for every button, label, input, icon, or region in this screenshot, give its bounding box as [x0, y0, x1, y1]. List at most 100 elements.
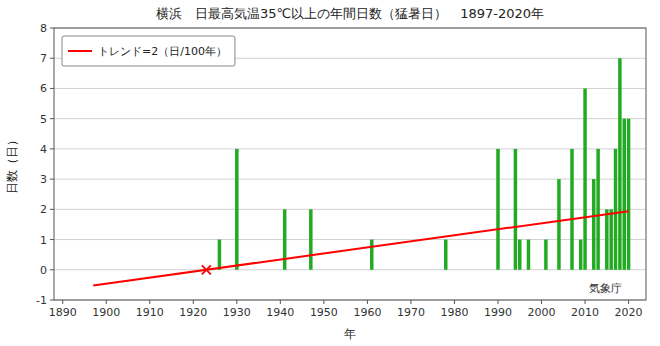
x-tick — [628, 300, 629, 304]
y-tick — [50, 148, 54, 149]
bar — [431, 269, 434, 270]
bar — [244, 269, 247, 270]
bar — [331, 269, 334, 270]
x-tick — [410, 300, 411, 304]
y-tick — [50, 300, 54, 301]
bar — [579, 240, 582, 270]
bar — [557, 179, 560, 270]
legend-swatch — [68, 50, 92, 52]
bar — [492, 269, 495, 270]
bar — [387, 269, 390, 270]
bar — [605, 209, 608, 269]
x-tick-label: 1940 — [266, 306, 294, 319]
x-tick — [62, 300, 63, 304]
x-tick — [454, 300, 455, 304]
bar — [444, 240, 447, 270]
y-tick — [50, 239, 54, 240]
y-tick-label: 6 — [40, 82, 47, 95]
bar — [418, 269, 421, 270]
y-tick — [50, 209, 54, 210]
bar — [313, 269, 316, 270]
bar — [627, 119, 630, 270]
bar — [457, 269, 460, 270]
bar — [305, 269, 308, 270]
bar — [509, 269, 512, 270]
y-tick — [50, 269, 54, 270]
bar — [562, 269, 565, 270]
bar — [357, 269, 360, 270]
bar — [135, 269, 138, 270]
bar — [370, 240, 373, 270]
x-tick-label: 2010 — [571, 306, 599, 319]
chart: 横浜 日最高気温35℃以上の年間日数（猛暑日） 1897-2020年-10123… — [0, 0, 660, 346]
bar — [518, 240, 521, 270]
bar — [165, 269, 168, 270]
page: {"chart_data": { "type": "bar", "title":… — [0, 0, 660, 346]
bar — [544, 240, 547, 270]
bar — [540, 269, 543, 270]
bar — [157, 269, 160, 270]
x-tick-label: 1950 — [310, 306, 338, 319]
bar — [501, 269, 504, 270]
bar — [148, 269, 151, 270]
bar — [596, 149, 599, 270]
bar — [366, 269, 369, 270]
bar — [322, 269, 325, 270]
bar — [292, 269, 295, 270]
bar — [326, 269, 329, 270]
bar — [440, 269, 443, 270]
bar — [483, 269, 486, 270]
bar — [340, 269, 343, 270]
x-tick-label: 2000 — [528, 306, 556, 319]
x-tick-label: 1910 — [136, 306, 164, 319]
bar — [226, 269, 229, 270]
bar — [400, 269, 403, 270]
bar — [505, 269, 508, 270]
bar — [113, 269, 116, 270]
bar — [104, 269, 107, 270]
bar — [422, 269, 425, 270]
x-tick — [149, 300, 150, 304]
bar — [622, 119, 625, 270]
bar — [353, 269, 356, 270]
bar — [187, 269, 190, 270]
bar — [118, 269, 121, 270]
bar — [409, 269, 412, 270]
bar — [109, 269, 112, 270]
bar — [274, 269, 277, 270]
bar — [266, 269, 269, 270]
bar — [414, 269, 417, 270]
x-tick — [193, 300, 194, 304]
bar — [139, 269, 142, 270]
bar — [614, 149, 617, 270]
bar — [566, 269, 569, 270]
bar — [609, 209, 612, 269]
bar — [383, 269, 386, 270]
x-tick-label: 1920 — [179, 306, 207, 319]
grid-line — [54, 118, 646, 119]
annotation: 気象庁 — [589, 282, 622, 295]
bar — [248, 269, 251, 270]
x-tick — [585, 300, 586, 304]
y-tick — [50, 179, 54, 180]
legend-label: トレンド=2（日/100年） — [98, 45, 227, 58]
trend-line — [93, 211, 628, 285]
y-tick-label: 5 — [40, 113, 47, 126]
bar — [453, 269, 456, 270]
x-tick-label: 1990 — [484, 306, 512, 319]
bar — [296, 269, 299, 270]
bar — [239, 269, 242, 270]
bar — [144, 269, 147, 270]
y-tick-label: 8 — [40, 22, 47, 35]
bar — [170, 269, 173, 270]
x-tick — [280, 300, 281, 304]
bar — [527, 240, 530, 270]
bar — [379, 269, 382, 270]
legend: トレンド=2（日/100年） — [62, 36, 235, 66]
axes: -101234567818901900191019201930194019501… — [36, 22, 646, 319]
plot-frame — [54, 28, 646, 300]
bar — [309, 209, 312, 269]
bar — [100, 269, 103, 270]
bar — [96, 269, 99, 270]
bar — [279, 269, 282, 270]
